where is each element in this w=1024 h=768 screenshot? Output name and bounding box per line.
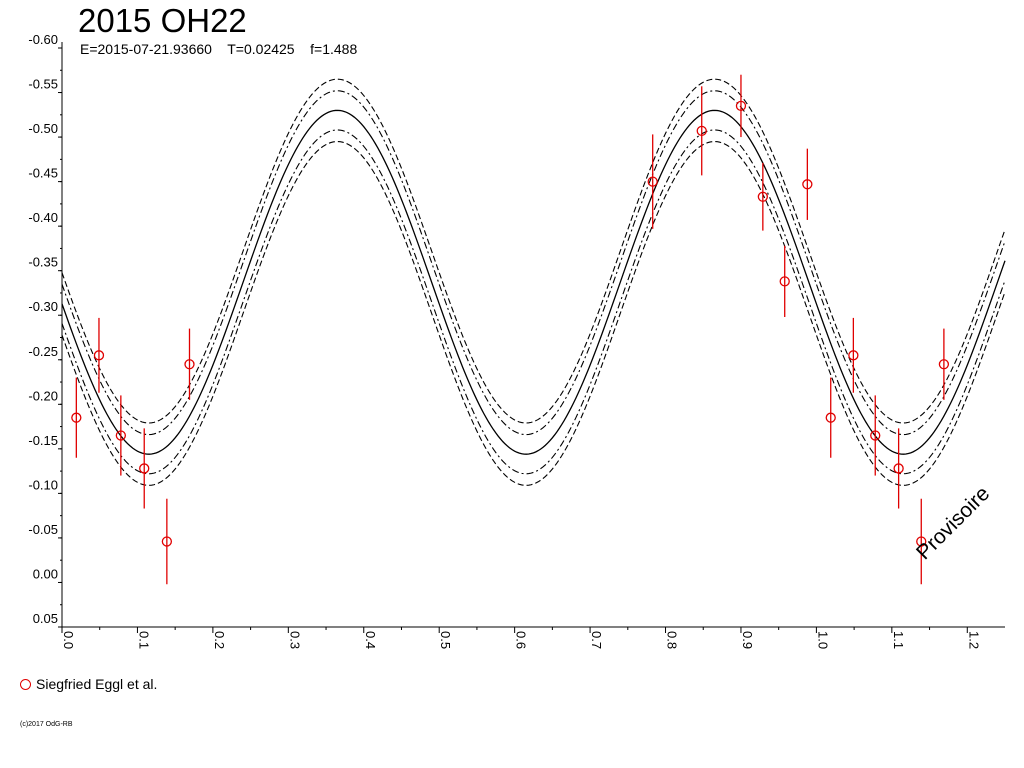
data-point	[161, 536, 173, 547]
data-point	[735, 100, 747, 112]
x-tick-label: 1.1	[891, 631, 906, 649]
data-point	[71, 412, 82, 423]
chart-axes: -0.60 -0.55 -0.50 -0.45 -0.40 -0.35 -0.30 -0.25…	[28, 32, 1005, 649]
data-point	[938, 359, 950, 370]
y-tick-label: -0.50	[28, 121, 58, 136]
x-tick-label: 0.2	[212, 631, 227, 649]
y-tick-label: -0.05	[28, 522, 58, 537]
y-tick-label: -0.55	[28, 77, 58, 92]
model-curve-band	[61, 129, 1006, 475]
y-tick-label: -0.35	[28, 255, 58, 270]
x-tick-label: 1.0	[815, 631, 830, 649]
model-curve-mean	[61, 109, 1006, 455]
data-point	[779, 276, 790, 287]
data-point	[757, 191, 768, 202]
data-point	[848, 350, 859, 361]
y-tick-label: -0.25	[28, 344, 58, 359]
y-tick-label: -0.45	[28, 166, 58, 181]
x-tick-label: 0.6	[514, 631, 529, 649]
y-tick-label: -0.40	[28, 210, 58, 225]
x-tick-label: 1.2	[966, 631, 981, 649]
data-point	[115, 430, 126, 441]
ephemeris-subtitle: E=2015-07-21.93660 T=0.02425 f=1.488	[80, 41, 358, 57]
model-curve-band	[61, 90, 1006, 436]
data-points	[71, 74, 950, 585]
x-tick-label: 0.3	[287, 631, 302, 649]
data-point	[825, 412, 836, 423]
data-point	[802, 179, 813, 190]
x-tick-label: 0.5	[438, 631, 453, 649]
y-tick-label: -0.10	[28, 477, 58, 492]
data-point	[893, 463, 904, 474]
y-tick-label: -0.60	[28, 32, 58, 47]
data-point	[696, 125, 707, 136]
x-tick-label: 0.0	[61, 631, 76, 649]
legend-marker-icon	[20, 679, 31, 690]
x-tick-label: 0.8	[665, 631, 680, 649]
chart-title: 2015 OH22	[78, 2, 247, 39]
legend: Siegfried Eggl et al.	[20, 676, 157, 692]
y-tick-label: -0.30	[28, 299, 58, 314]
x-tick-label: 0.7	[589, 631, 604, 649]
y-tick-label: 0.00	[33, 566, 58, 581]
legend-label: Siegfried Eggl et al.	[36, 676, 158, 692]
model-curve-band	[61, 140, 1006, 486]
model-curve-band	[61, 78, 1006, 424]
x-tick-label: 0.9	[740, 631, 755, 649]
data-point	[184, 359, 195, 370]
x-tick-label: 0.1	[136, 631, 151, 649]
data-point	[139, 463, 150, 474]
y-tick-label: -0.15	[28, 433, 58, 448]
x-tick-label: 0.4	[363, 631, 378, 649]
data-point	[93, 350, 105, 361]
model-curves	[61, 78, 1006, 486]
y-tick-label: -0.20	[28, 388, 58, 403]
data-point	[647, 176, 658, 187]
data-point	[916, 536, 927, 547]
y-tick-label: 0.05	[33, 611, 58, 626]
copyright-note: (c)2017 OdG-RB	[20, 721, 73, 728]
data-point	[870, 430, 881, 441]
